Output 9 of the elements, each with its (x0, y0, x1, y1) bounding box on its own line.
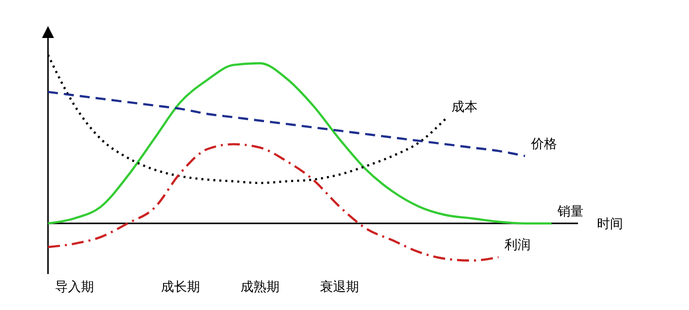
series-label: 成本 (452, 100, 478, 115)
x-tick-label: 成长期 (161, 280, 200, 296)
series-label: 利润 (504, 238, 530, 254)
x-tick-label: 导入期 (55, 280, 94, 296)
series-label: 销量 (556, 204, 584, 220)
series-label: 价格 (530, 137, 557, 152)
x-tick-label: 衰退期 (320, 279, 359, 296)
x-tick-label: 成熟期 (240, 280, 280, 296)
x-axis-title: 时间 (597, 217, 623, 232)
